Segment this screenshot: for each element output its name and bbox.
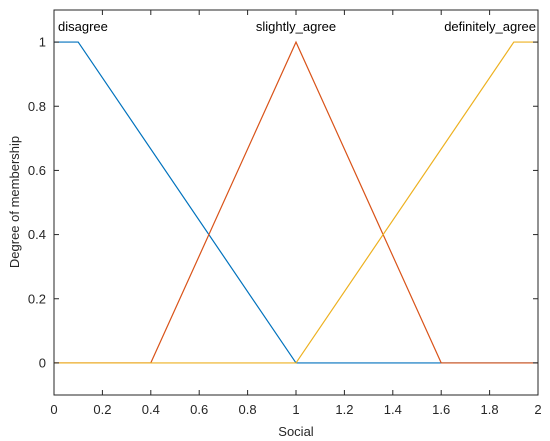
x-tick-label: 1 [292,402,299,417]
x-tick-label: 2 [534,402,541,417]
y-tick-label: 0.4 [28,227,46,242]
curve-label-slightly-agree: slightly_agree [256,19,336,34]
y-tick-label: 0.8 [28,99,46,114]
x-tick-label: 0.2 [93,402,111,417]
series-line-definitely-agree [54,41,538,364]
y-tick-label: 1 [39,35,46,50]
plot-area [54,10,538,395]
y-tick-label: 0.2 [28,291,46,306]
x-tick-label: 0.6 [190,402,208,417]
x-tick-label: 1.6 [432,402,450,417]
curve-label-definitely-agree: definitely_agree [444,19,536,34]
series-layer [54,40,538,364]
tick-layer: 0 0.2 0.4 0.6 0.8 1 1.2 1.4 1.6 1.8 2 0 0.2 0.4 0.6 0.8… [28,10,542,417]
x-tick-label: 1.8 [481,402,499,417]
curve-label-layer: disagree slightly_agree definitely_agree [58,19,536,34]
y-tick-label: 0.6 [28,163,46,178]
x-tick-label: 0.4 [142,402,160,417]
x-axis-label: Social [278,424,314,439]
x-tick-label: 1.2 [335,402,353,417]
series-line-disagree [54,41,538,364]
y-axis-label: Degree of membership [7,136,22,268]
x-tick-label: 0 [50,402,57,417]
x-tick-label: 1.4 [384,402,402,417]
y-tick-label: 0 [39,355,46,370]
curve-label-disagree: disagree [58,19,108,34]
x-tick-label: 0.8 [239,402,257,417]
